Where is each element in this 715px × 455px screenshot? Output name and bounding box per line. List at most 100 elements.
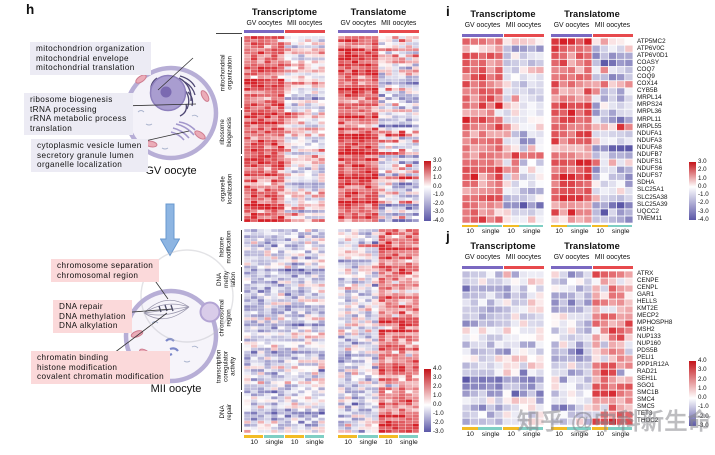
condition-bar-mii: [592, 33, 633, 37]
condition-bar-gv: [462, 33, 503, 37]
condition-label: MII oocytes: [381, 19, 417, 27]
sample-bar-10: [462, 224, 478, 228]
colorbar-tick: 4.0: [698, 357, 707, 364]
colorbar-j: [689, 361, 696, 426]
sample-bar-10: [592, 427, 608, 430]
annotation-line: DNA repair: [59, 302, 104, 311]
sample-size-label: single: [611, 228, 630, 235]
annotation-line: organelle localization: [37, 160, 123, 170]
sample-size-label: single: [399, 438, 418, 446]
row-group-label-text: histone modification: [219, 230, 233, 264]
cytoplasm-detail: [137, 110, 199, 150]
gene-label: MRPL14: [637, 94, 662, 102]
matrix-title: Transcriptome: [251, 7, 318, 17]
annotation-box-chromatin: chromatin binding histone modification c…: [31, 351, 171, 384]
row-group-label-text: DNA repair: [219, 404, 233, 420]
row-group-tick: [241, 37, 242, 109]
colorbar-tick: 3.0: [698, 158, 707, 165]
gene-label: SLC25A38: [637, 193, 668, 201]
matrix-title: Transcriptome: [470, 9, 536, 19]
annotation-line: mitochondrial envelope: [36, 53, 130, 63]
gene-label: MECP2: [637, 312, 659, 320]
gene-label: CENPE: [637, 277, 659, 285]
condition-label: MII oocytes: [287, 19, 323, 27]
row-group-label-text: mitochondrial organization: [219, 54, 233, 91]
condition-bar-gv: [338, 29, 378, 33]
matrix-title: Translatome: [564, 241, 620, 251]
colorbar-tick: 2.0: [433, 383, 442, 390]
sample-bar-10: [338, 435, 358, 438]
row-group-tick: [241, 230, 242, 265]
gene-label: NDUFS7: [637, 172, 663, 180]
sample-bar-10: [244, 435, 264, 438]
annotation-box-vesicle: cytoplasmic vesicle lumen secretory gran…: [31, 139, 148, 172]
sample-size-label: 10: [290, 438, 299, 446]
condition-bar-mii: [285, 29, 325, 33]
matrix-title: Transcriptome: [470, 241, 536, 251]
condition-bar-mii: [592, 265, 633, 269]
annotation-line: cytoplasmic vesicle lumen: [37, 141, 142, 150]
gene-label: COQ9: [637, 72, 655, 80]
gene-label: PPP1R12A: [637, 361, 669, 369]
condition-bar-gv: [551, 33, 592, 37]
annotation-box-chromosome: chromosome separation chromosomal region: [51, 259, 160, 283]
annotation-box-dna-repair: DNA repair DNA methylation DNA alkylatio…: [53, 300, 132, 333]
gene-label: SDHA: [637, 179, 655, 187]
condition-label: MII oocytes: [594, 253, 631, 261]
sample-bar-10: [284, 435, 304, 438]
annotation-line: translation: [30, 123, 73, 133]
colorbar-tick: 1.0: [433, 174, 442, 182]
gene-label-column: ATP5MC2 ATP6V0C ATP6V0D1 COASY COQ7 COQ9 COX14…: [637, 38, 668, 222]
gene-label: SMC1B: [637, 389, 659, 397]
sample-bar-single: [567, 224, 592, 228]
gene-label: MSH2: [637, 326, 655, 334]
sample-size-label: single: [611, 430, 630, 438]
gv-oocyte-caption: GV oocyte: [145, 165, 197, 177]
gene-label: ATRX: [637, 270, 654, 277]
colorbar-i: [689, 162, 696, 220]
colorbar-tick: 4.0: [433, 365, 442, 372]
matrix-title: Translatome: [564, 9, 620, 19]
colorbar-tick: 1.0: [698, 384, 707, 392]
colorbar-tick: -1.0: [698, 403, 709, 411]
gene-label: MRPL36: [637, 108, 662, 116]
row-group-label: organelle localization: [214, 155, 240, 222]
row-group-label: DNA repair: [214, 391, 240, 434]
sample-size-label: single: [570, 430, 589, 438]
gene-label: UQCC2: [637, 207, 660, 215]
heatmap-j-translatome: [551, 270, 633, 426]
row-group-tick: [241, 155, 242, 222]
polar-body: [199, 301, 221, 323]
row-group-label-text: DNA methy lation: [215, 270, 237, 288]
annotation-line: chromatin binding: [37, 353, 109, 362]
row-group-label-text: organelle localization: [219, 173, 233, 204]
annotation-line: DNA alkylation: [59, 321, 118, 331]
heatmap-h-top-transcriptome: [244, 36, 325, 223]
colorbar-tick: -3.0: [698, 422, 709, 429]
watermark-text: 知乎 @中科新生命: [517, 408, 712, 434]
panel-label-j: j: [446, 229, 450, 244]
gv-nucleolus: [160, 86, 172, 98]
sample-size-label: 10: [555, 430, 563, 438]
colorbar-tick: -4.0: [698, 216, 709, 223]
sample-bar-single: [478, 427, 503, 430]
annotation-line: tRNA processing: [30, 104, 97, 114]
heatmap-j-transcriptome: [462, 270, 544, 426]
annotation-line: rRNA metabolic process: [30, 114, 127, 124]
sample-size-label: 10: [507, 228, 515, 235]
sample-size-label: single: [570, 228, 589, 235]
gene-label: COASY: [637, 58, 660, 66]
sample-size-label: single: [481, 430, 500, 438]
sample-bar-10: [462, 427, 478, 430]
sample-size-label: single: [359, 438, 378, 446]
condition-label: MII oocytes: [594, 21, 631, 29]
sample-size-label: single: [265, 438, 284, 446]
sample-bar-10: [503, 224, 519, 228]
gene-label: NDUFA3: [637, 136, 662, 144]
row-group-tick: [241, 266, 242, 293]
condition-bar-mii: [503, 265, 544, 269]
gene-label: NDUFA1: [637, 129, 662, 137]
annotation-line: DNA methylation: [59, 311, 126, 321]
colorbar-h-top: [424, 161, 431, 221]
colorbar-tick: 3.0: [698, 366, 707, 374]
